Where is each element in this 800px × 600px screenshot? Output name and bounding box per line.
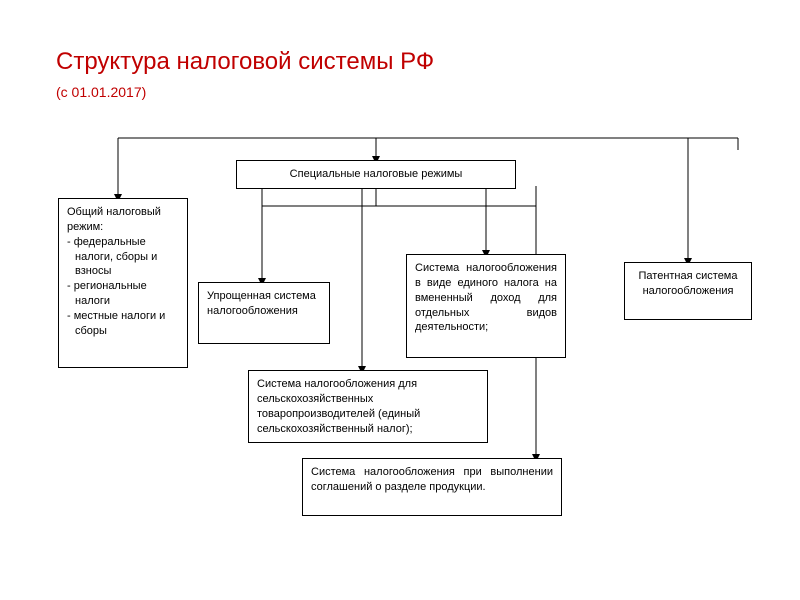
node-simplified: Упрощенная система налогообложения bbox=[198, 282, 330, 344]
page-title: Структура налоговой системы РФ bbox=[56, 48, 434, 76]
general-item-0: федеральные налоги, сборы и взносы bbox=[75, 235, 179, 280]
node-general-regime: Общий налоговый режим: федеральные налог… bbox=[58, 198, 188, 368]
node-share-agreement: Система налогообложения при выполнении с… bbox=[302, 458, 562, 516]
node-agro: Система налогообложения для сельскохозяй… bbox=[248, 370, 488, 443]
page-subtitle: (с 01.01.2017) bbox=[56, 84, 434, 100]
node-patent: Патентная система налогообложения bbox=[624, 262, 752, 320]
general-item-1: региональные налоги bbox=[75, 279, 179, 309]
node-special-regimes: Специальные налоговые режимы bbox=[236, 160, 516, 189]
node-general-heading: Общий налоговый режим: bbox=[67, 205, 179, 235]
general-item-2: местные налоги и сборы bbox=[75, 309, 179, 339]
node-envd: Система налогообложения в виде единого н… bbox=[406, 254, 566, 358]
